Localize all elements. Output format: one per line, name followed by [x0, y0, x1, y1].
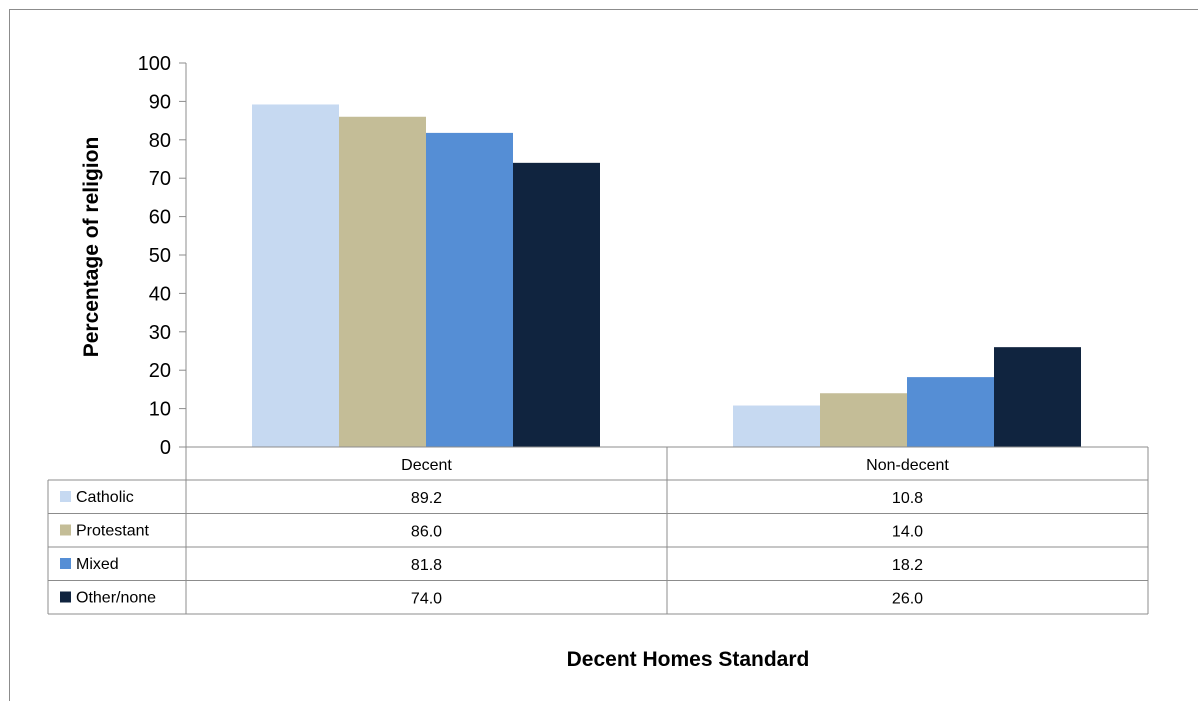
data-label: 10.8	[892, 490, 923, 507]
legend-label: Other/none	[76, 590, 156, 607]
bar-other-none-decent	[513, 162, 600, 447]
y-tick-label: 10	[149, 399, 171, 421]
y-tick-label: 40	[149, 283, 171, 305]
data-label: 86.0	[411, 524, 442, 541]
y-tick-label: 60	[149, 207, 171, 229]
bar-protestant-non-decent	[820, 393, 907, 447]
y-tick-label: 0	[160, 437, 171, 459]
legend-key	[60, 558, 71, 569]
data-label: 89.2	[411, 490, 442, 507]
bars-layer	[252, 104, 1081, 448]
bar-protestant-decent	[339, 116, 426, 447]
y-tick-label: 30	[149, 322, 171, 344]
category-label: Non-decent	[866, 457, 949, 474]
legend-label: Protestant	[76, 523, 149, 540]
legend-key	[60, 524, 71, 536]
data-label: 14.0	[892, 524, 923, 541]
y-tick-label: 80	[149, 130, 171, 152]
y-axis-title: Percentage of religion	[80, 137, 103, 358]
data-label: 18.2	[892, 557, 923, 574]
data-table: Decent Non-decent Catholic 89.2 10.8 Protesta…	[47, 447, 1149, 615]
legend-label: Catholic	[76, 489, 134, 506]
legend-key	[60, 591, 71, 603]
data-label: 81.8	[411, 557, 442, 574]
x-axis-title: Decent Homes Standard	[567, 648, 810, 671]
bar-mixed-non-decent	[907, 377, 994, 447]
y-tick-label: 90	[149, 91, 171, 113]
data-label: 26.0	[892, 591, 923, 608]
category-label: Decent	[401, 457, 452, 474]
bar-mixed-decent	[426, 132, 513, 447]
legend-label: Mixed	[76, 556, 119, 573]
bar-other-none-non-decent	[994, 347, 1081, 447]
bar-catholic-decent	[252, 104, 339, 448]
y-tick-label: 70	[149, 168, 171, 190]
bar-catholic-non-decent	[733, 405, 820, 447]
data-label: 74.0	[411, 591, 442, 608]
legend-key	[60, 491, 71, 502]
chart-frame	[9, 9, 1198, 701]
y-tick-label: 20	[149, 360, 171, 382]
y-tick-label: 100	[138, 53, 171, 75]
y-tick-label: 50	[149, 245, 171, 267]
